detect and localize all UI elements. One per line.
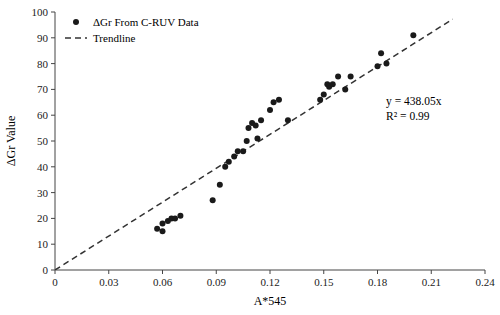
point <box>231 153 237 159</box>
point <box>177 213 183 219</box>
point <box>210 197 216 203</box>
point <box>226 159 232 165</box>
y-tick-label: 60 <box>37 109 49 121</box>
legend-swatch <box>65 37 87 39</box>
equation-label: R² = 0.99 <box>386 110 430 122</box>
y-tick <box>51 89 55 90</box>
point <box>217 182 223 188</box>
y-tick-label: 0 <box>43 264 49 276</box>
point <box>244 138 250 144</box>
point <box>342 86 348 92</box>
y-axis-label: ΔGr Value <box>4 116 18 166</box>
point <box>410 32 416 38</box>
point <box>335 74 341 80</box>
x-tick <box>55 270 56 274</box>
point <box>254 135 260 141</box>
y-tick <box>51 12 55 13</box>
y-tick-label: 50 <box>37 135 49 147</box>
chart: 0 0.03 0.06 0.09 0.12 0.15 0.18 0.21 0.24 0 10 20 30… <box>0 0 500 315</box>
point <box>253 123 259 129</box>
x-tick <box>377 270 378 274</box>
point <box>160 228 166 234</box>
y-tick <box>51 166 55 167</box>
point <box>330 81 336 87</box>
x-tick <box>323 270 324 274</box>
point <box>383 61 389 67</box>
x-tick-label: 0.21 <box>422 276 441 288</box>
equation-label: y = 438.05x <box>386 95 442 108</box>
legend-swatch <box>73 19 79 25</box>
y-tick-label: 100 <box>32 6 49 18</box>
x-tick-label: 0.06 <box>153 276 173 288</box>
point <box>154 226 160 232</box>
y-tick-label: 40 <box>37 161 49 173</box>
x-tick-label: 0.09 <box>207 276 227 288</box>
y-tick-label: 80 <box>37 58 49 70</box>
y-tick-label: 90 <box>37 32 49 44</box>
y-tick <box>51 37 55 38</box>
point <box>172 215 178 221</box>
y-tick-label: 30 <box>37 187 49 199</box>
x-tick <box>162 270 163 274</box>
trend-line <box>55 19 453 270</box>
x-tick <box>216 270 217 274</box>
point <box>271 99 277 105</box>
point <box>267 107 273 113</box>
point <box>317 97 323 103</box>
legend-label: ΔGr From C-RUV Data <box>93 16 199 28</box>
y-tick <box>51 218 55 219</box>
point <box>222 164 228 170</box>
x-tick-label: 0.24 <box>475 276 495 288</box>
plot-area <box>55 19 453 270</box>
point <box>348 74 354 80</box>
point <box>160 221 166 227</box>
y-tick-label: 20 <box>37 212 49 224</box>
x-tick <box>108 270 109 274</box>
point <box>276 97 282 103</box>
point <box>375 63 381 69</box>
y-tick <box>51 270 55 271</box>
x-tick <box>431 270 432 274</box>
point <box>285 117 291 123</box>
x-tick-label: 0.12 <box>260 276 279 288</box>
legend-label: Trendline <box>93 32 135 44</box>
y-tick-label: 10 <box>37 238 49 250</box>
point <box>378 50 384 56</box>
annotation: y = 438.05x R² = 0.99 <box>386 95 442 122</box>
x-tick-label: 0.03 <box>99 276 119 288</box>
x-axis-label: A*545 <box>254 294 287 308</box>
point <box>235 148 241 154</box>
x-tick-label: 0.18 <box>368 276 388 288</box>
y-tick <box>51 141 55 142</box>
y-tick <box>51 63 55 64</box>
y-tick-label: 70 <box>37 83 49 95</box>
x-tick <box>485 270 486 274</box>
point <box>258 117 264 123</box>
y-tick <box>51 115 55 116</box>
y-tick <box>51 244 55 245</box>
y-tick <box>51 192 55 193</box>
point <box>240 148 246 154</box>
legend: ΔGr From C-RUV Data Trendline <box>65 16 199 44</box>
x-tick <box>270 270 271 274</box>
x-tick-label: 0.15 <box>314 276 334 288</box>
point <box>321 92 327 98</box>
point <box>246 125 252 131</box>
x-tick-label: 0 <box>52 276 58 288</box>
axes: 0 0.03 0.06 0.09 0.12 0.15 0.18 0.21 0.24 0 10 20 30… <box>32 6 496 288</box>
